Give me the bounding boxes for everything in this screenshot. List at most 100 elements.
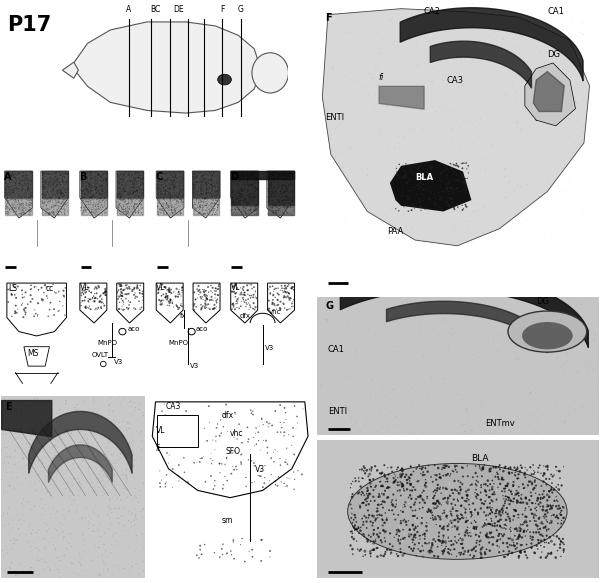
- Point: [457, 526, 466, 535]
- Point: [12, 206, 22, 216]
- Point: [482, 545, 492, 554]
- Point: [196, 184, 206, 194]
- Point: [191, 185, 201, 195]
- Point: [545, 160, 555, 170]
- Point: [513, 489, 523, 498]
- Point: [9, 186, 19, 195]
- Point: [55, 194, 64, 203]
- Point: [120, 195, 130, 204]
- Point: [19, 175, 29, 184]
- Point: [419, 170, 429, 180]
- Point: [229, 208, 239, 217]
- Point: [491, 507, 501, 516]
- Point: [386, 87, 395, 97]
- Point: [127, 209, 137, 219]
- Point: [91, 199, 100, 209]
- Point: [172, 192, 182, 202]
- Point: [445, 168, 455, 178]
- Point: [477, 226, 487, 235]
- Point: [16, 181, 25, 191]
- Point: [269, 181, 279, 191]
- Point: [210, 445, 220, 455]
- Point: [42, 194, 52, 203]
- Point: [417, 518, 427, 528]
- Point: [197, 171, 207, 180]
- Point: [91, 185, 100, 195]
- Point: [503, 542, 513, 552]
- Ellipse shape: [522, 322, 573, 349]
- Point: [363, 38, 373, 48]
- Point: [448, 188, 458, 198]
- Point: [277, 196, 287, 205]
- Point: [464, 522, 474, 531]
- Point: [492, 521, 502, 531]
- Point: [88, 199, 98, 209]
- Point: [326, 360, 335, 369]
- Point: [215, 431, 225, 441]
- Point: [228, 209, 237, 219]
- Point: [368, 512, 378, 521]
- Point: [266, 187, 275, 196]
- Point: [426, 504, 435, 513]
- Point: [424, 538, 434, 547]
- Point: [135, 196, 145, 205]
- Point: [21, 206, 31, 215]
- Point: [167, 200, 177, 209]
- Point: [403, 478, 412, 487]
- Point: [117, 292, 127, 301]
- Point: [126, 423, 135, 433]
- Point: [517, 125, 526, 135]
- Point: [202, 190, 212, 199]
- Point: [512, 320, 522, 329]
- Point: [48, 189, 58, 199]
- Point: [252, 174, 262, 183]
- Point: [279, 202, 289, 212]
- Point: [549, 117, 559, 127]
- Point: [283, 173, 293, 182]
- Point: [100, 288, 110, 297]
- Point: [20, 203, 29, 213]
- Point: [207, 192, 217, 201]
- Point: [82, 206, 91, 215]
- Point: [135, 169, 145, 178]
- Point: [322, 315, 331, 324]
- Point: [279, 300, 288, 309]
- Point: [92, 188, 102, 198]
- Point: [488, 338, 498, 347]
- Point: [392, 465, 401, 474]
- Point: [433, 502, 442, 511]
- Point: [45, 204, 55, 213]
- Point: [79, 528, 88, 538]
- Point: [263, 202, 273, 212]
- Point: [135, 281, 145, 290]
- Point: [54, 201, 64, 210]
- Point: [213, 205, 223, 215]
- Point: [323, 305, 333, 314]
- Point: [450, 122, 460, 132]
- Point: [459, 23, 468, 32]
- Point: [263, 209, 273, 219]
- Point: [66, 529, 76, 538]
- Point: [120, 186, 130, 195]
- Point: [38, 182, 48, 191]
- Point: [130, 493, 140, 503]
- Point: [119, 199, 129, 209]
- Point: [481, 34, 490, 44]
- Point: [537, 530, 546, 539]
- Point: [112, 193, 122, 202]
- Point: [137, 436, 147, 445]
- Point: [10, 205, 20, 214]
- Point: [100, 181, 110, 191]
- Point: [243, 199, 253, 208]
- Point: [10, 173, 19, 182]
- Point: [155, 479, 165, 488]
- Point: [273, 169, 283, 178]
- Point: [172, 198, 182, 207]
- Point: [157, 201, 166, 210]
- Point: [90, 208, 99, 217]
- Point: [137, 191, 147, 201]
- Point: [252, 180, 262, 189]
- Point: [447, 124, 456, 134]
- Point: [50, 209, 59, 219]
- Point: [157, 205, 166, 215]
